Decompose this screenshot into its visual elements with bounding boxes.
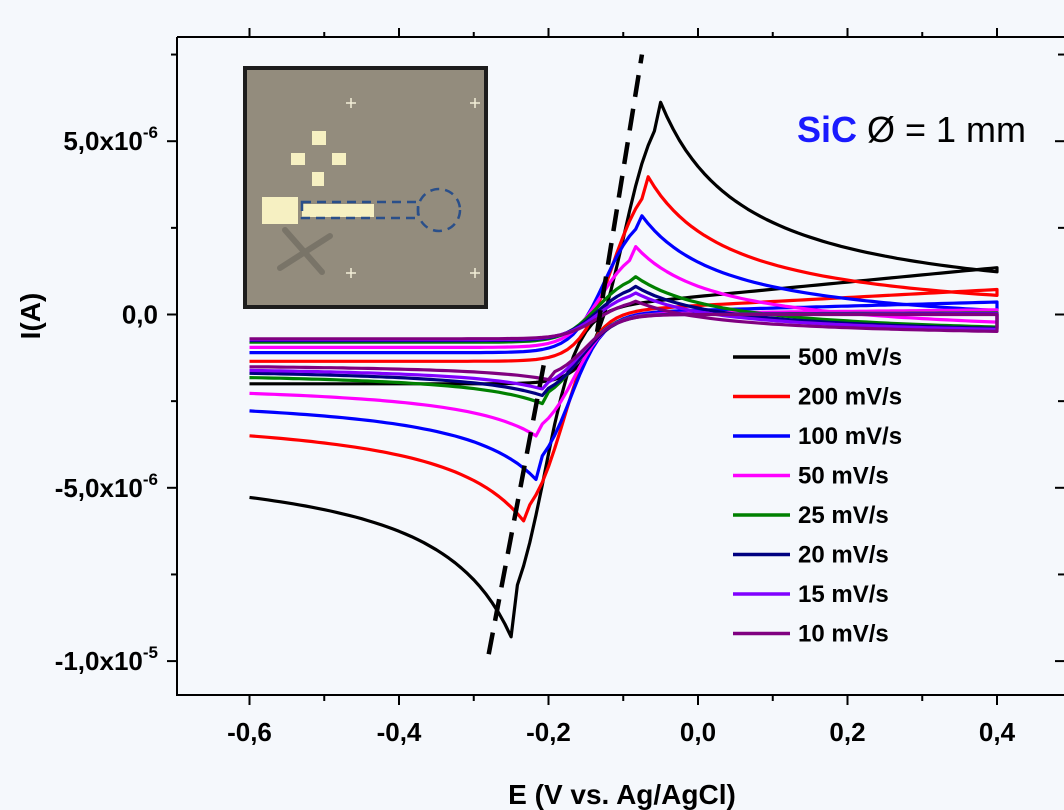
legend-label: 200 mV/s	[798, 384, 902, 411]
material-label: SiC	[797, 109, 857, 150]
axis-lines	[176, 37, 1064, 696]
y-tick-label: 0,0	[122, 300, 158, 330]
peak-guide-lines	[486, 54, 645, 655]
x-tick-label: -0,2	[526, 717, 571, 747]
cv-curve-100	[249, 214, 999, 482]
x-tick-label: -0,4	[377, 717, 422, 747]
scratch-mark	[277, 227, 333, 275]
alignment-mark	[470, 98, 480, 108]
cv-curve-500	[249, 100, 999, 639]
highlight-circle	[416, 187, 462, 233]
legend-label: 50 mV/s	[798, 463, 889, 490]
legend-label: 10 mV/s	[798, 621, 889, 648]
x-axis-title: E (V vs. Ag/AgCl)	[508, 779, 736, 810]
x-tick-label: 0,0	[680, 717, 716, 747]
inset-photo	[243, 66, 488, 309]
legend-label: 20 mV/s	[798, 542, 889, 569]
legend-label: 25 mV/s	[798, 502, 889, 529]
electrode-pad	[302, 204, 374, 217]
cv-curve-10	[249, 299, 999, 382]
electrode-pad	[312, 131, 326, 145]
x-tick-label: 0,2	[829, 717, 865, 747]
alignment-mark	[346, 268, 356, 278]
diameter-label: Ø = 1 mm	[867, 109, 1026, 150]
legend-label: 15 mV/s	[798, 581, 889, 608]
axis-ticks: -0,6 -0,4 -0,2 0,0 0,2 0,4 5,0x10-6 0,0 -5,0x10-…	[55, 28, 1064, 747]
legend-label: 100 mV/s	[798, 423, 902, 450]
electrode-pad	[291, 153, 305, 165]
legend-label: 500 mV/s	[798, 344, 902, 371]
y-tick-label: -5,0x10-6	[55, 470, 158, 503]
alignment-mark	[470, 268, 480, 278]
electrode-pad	[262, 197, 298, 224]
highlight-box	[300, 200, 420, 220]
x-tick-label: 0,4	[979, 717, 1016, 747]
electrode-pad	[312, 172, 324, 186]
x-tick-label: -0,6	[227, 717, 272, 747]
cv-curves	[249, 100, 999, 639]
material-annotation: SiC Ø = 1 mm	[797, 109, 1026, 150]
alignment-mark	[346, 98, 356, 108]
cv-curve-200	[249, 175, 999, 523]
peak-guide-line-1	[486, 359, 547, 655]
y-tick-label: -1,0x10-5	[55, 643, 158, 676]
electrode-pad	[332, 153, 346, 165]
y-tick-label: 5,0x10-6	[63, 123, 158, 156]
peak-guide-line-2	[594, 54, 645, 333]
legend: 500 mV/s 200 mV/s 100 mV/s 50 mV/s 25 mV/s 20…	[733, 344, 902, 648]
y-axis-title: I(A)	[15, 293, 46, 340]
